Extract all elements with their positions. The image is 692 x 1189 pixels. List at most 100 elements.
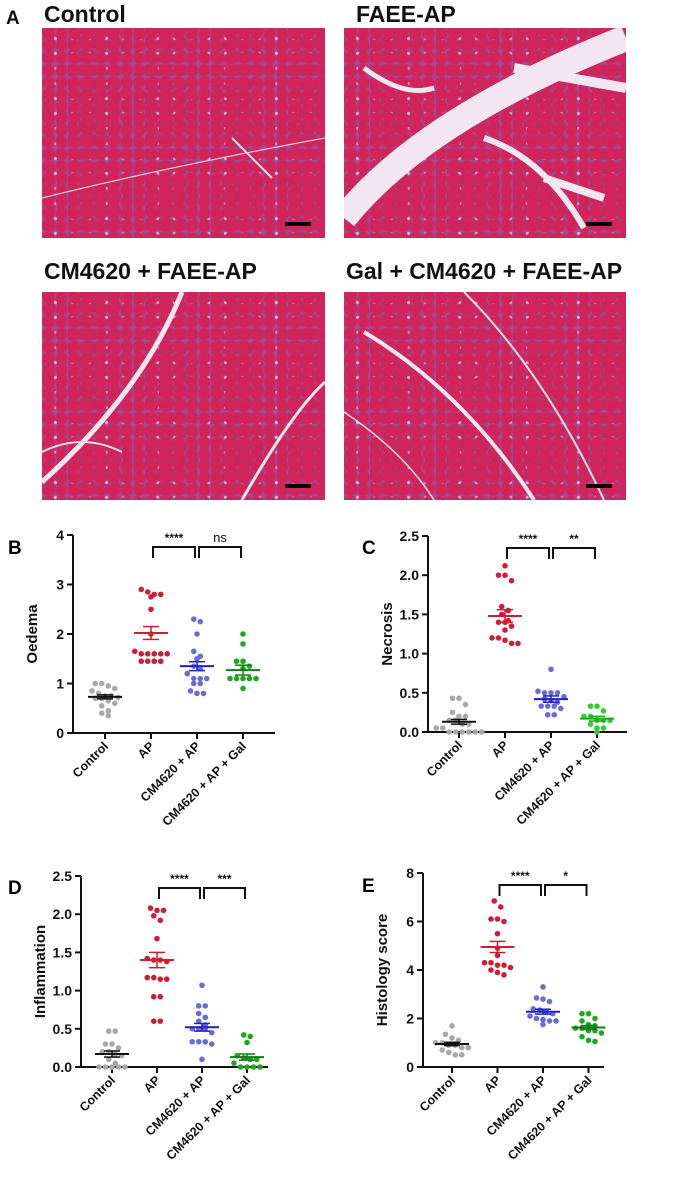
data-point xyxy=(105,683,112,689)
data-point xyxy=(89,688,95,694)
data-point xyxy=(462,713,469,720)
data-point xyxy=(533,995,540,1001)
data-point xyxy=(508,640,515,647)
data-point xyxy=(540,1021,546,1028)
data-point xyxy=(240,675,246,682)
data-point xyxy=(507,964,514,971)
data-point xyxy=(546,998,553,1005)
data-point xyxy=(250,1064,257,1070)
data-point xyxy=(458,1044,465,1051)
data-point xyxy=(199,1056,205,1063)
data-point xyxy=(160,907,167,914)
x-tick-label: AP xyxy=(141,1073,163,1095)
chart-panel-d: D 0.0 0.5 1.0 1.5 2.0 2.5 Inflammation Control AP… xyxy=(8,868,268,1163)
panel-label-a: A xyxy=(6,8,20,29)
data-point xyxy=(164,651,171,657)
data-point xyxy=(92,680,99,687)
chart-panel-c: C 0.0 0.5 1.0 1.5 2.0 2.5 Necrosis Control APCM46… xyxy=(362,528,627,828)
scale-bar xyxy=(586,484,612,488)
y-axis-label: Inflammation xyxy=(32,925,49,1018)
data-point xyxy=(449,1022,455,1029)
data-point xyxy=(189,1038,196,1045)
data-point xyxy=(553,1018,559,1024)
significance-label: **** xyxy=(519,532,538,546)
data-point xyxy=(197,680,204,687)
data-point xyxy=(148,594,154,600)
data-point xyxy=(202,1038,209,1045)
significance-label: *** xyxy=(217,872,231,886)
data-point xyxy=(240,641,246,647)
series-control xyxy=(88,680,122,719)
data-point xyxy=(240,1032,247,1038)
data-point xyxy=(240,631,246,637)
significance-bracket xyxy=(198,546,242,558)
scale-bar xyxy=(285,484,311,488)
y-tick-label: 2.0 xyxy=(400,567,420,583)
data-point xyxy=(233,658,240,665)
data-point xyxy=(190,680,197,687)
data-point xyxy=(195,1010,202,1017)
data-point xyxy=(585,1037,592,1044)
data-point xyxy=(458,1052,465,1058)
data-point xyxy=(540,984,546,990)
data-point xyxy=(240,658,246,665)
data-point xyxy=(502,572,508,578)
series-cm4620-ap-gal xyxy=(580,703,614,735)
data-point xyxy=(148,606,154,613)
significance-label: * xyxy=(563,869,568,883)
y-tick-label: 8 xyxy=(406,865,414,881)
data-point xyxy=(456,713,462,720)
data-point xyxy=(449,1035,455,1041)
data-point xyxy=(494,969,501,976)
data-point xyxy=(96,1064,102,1070)
significance-label: ** xyxy=(569,532,579,546)
data-point xyxy=(600,725,607,731)
data-point xyxy=(491,898,498,904)
y-tick-label: 1.0 xyxy=(400,646,420,662)
significance-bracket xyxy=(552,547,596,559)
data-point xyxy=(150,1018,157,1024)
data-point xyxy=(452,729,459,735)
data-point xyxy=(195,1018,202,1024)
histology-title-gal-cm4620-faee-ap: Gal + CM4620 + FAEE-AP xyxy=(346,258,623,284)
data-point xyxy=(508,623,515,629)
series-cm4620-ap xyxy=(185,982,219,1063)
data-point xyxy=(227,675,233,682)
y-tick-label: 1.0 xyxy=(53,983,73,999)
x-tick-label: CM4620 + AP + Gal xyxy=(505,1073,594,1162)
data-point xyxy=(481,959,488,966)
series-cm4620-ap-gal xyxy=(571,1010,606,1045)
significance-bracket xyxy=(203,887,246,899)
panel-label: B xyxy=(8,538,22,559)
data-point xyxy=(187,688,194,694)
data-point xyxy=(592,1015,598,1022)
data-point xyxy=(237,1064,244,1070)
data-point xyxy=(122,1064,128,1070)
y-tick-label: 6 xyxy=(406,914,414,930)
data-point xyxy=(115,1045,122,1051)
data-point xyxy=(459,729,466,735)
y-tick-label: 2.0 xyxy=(53,906,73,922)
x-tick-label: Control xyxy=(70,739,111,780)
histology-title-control: Control xyxy=(44,1,126,27)
x-tick-label: Control xyxy=(417,1073,458,1114)
data-point xyxy=(592,1038,598,1045)
data-point xyxy=(111,700,118,707)
data-point xyxy=(502,637,508,644)
y-tick-label: 0 xyxy=(406,1059,414,1075)
data-point xyxy=(151,651,158,657)
data-point xyxy=(163,976,170,982)
data-point xyxy=(494,916,501,922)
data-point xyxy=(505,607,512,614)
y-tick-label: 0.5 xyxy=(400,685,420,701)
data-point xyxy=(157,993,164,1000)
data-point xyxy=(98,702,105,709)
data-point xyxy=(452,1052,459,1058)
scale-bar xyxy=(285,222,311,226)
data-point xyxy=(240,685,246,692)
data-point xyxy=(244,1064,250,1070)
data-point xyxy=(594,729,600,735)
data-point xyxy=(594,725,600,731)
